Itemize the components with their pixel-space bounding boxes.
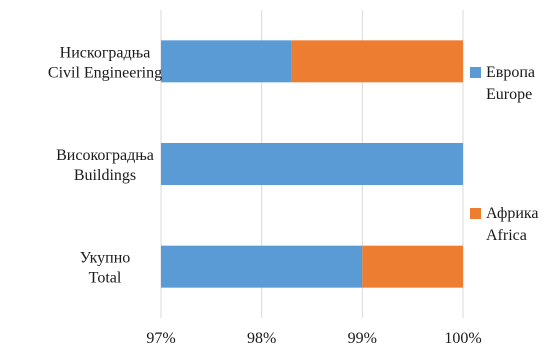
- bar-segment: [161, 245, 363, 288]
- bar-segment: [161, 143, 463, 185]
- bar-segment: [291, 40, 463, 83]
- legend-label: Europe: [486, 86, 533, 103]
- legend-swatch: [470, 67, 481, 78]
- x-tick-label: 98%: [247, 330, 276, 347]
- legend-label: Африка: [486, 205, 539, 222]
- x-tick-label: 100%: [444, 330, 481, 347]
- bar-segment: [362, 245, 463, 288]
- x-tick-labels: 97% 98% 99% 100%: [146, 330, 481, 347]
- legend-item: Европа Europe: [470, 62, 535, 106]
- legend-label: Africa: [486, 227, 527, 244]
- category-label: Укупно Total: [80, 250, 131, 287]
- category-label: Нискоградња Civil Engineering: [48, 44, 162, 81]
- legend-item: Африка Africa: [470, 203, 539, 247]
- category-labels: Нискоградња Civil Engineering Високоградња…: [48, 44, 162, 286]
- x-tick-label: 99%: [348, 330, 377, 347]
- legend-swatch: [470, 208, 481, 219]
- bars: [161, 40, 463, 288]
- legend-label: Европа: [486, 64, 535, 81]
- category-label: Високоградња Buildings: [56, 147, 154, 184]
- x-tick-label: 97%: [146, 330, 175, 347]
- bar-segment: [161, 40, 292, 83]
